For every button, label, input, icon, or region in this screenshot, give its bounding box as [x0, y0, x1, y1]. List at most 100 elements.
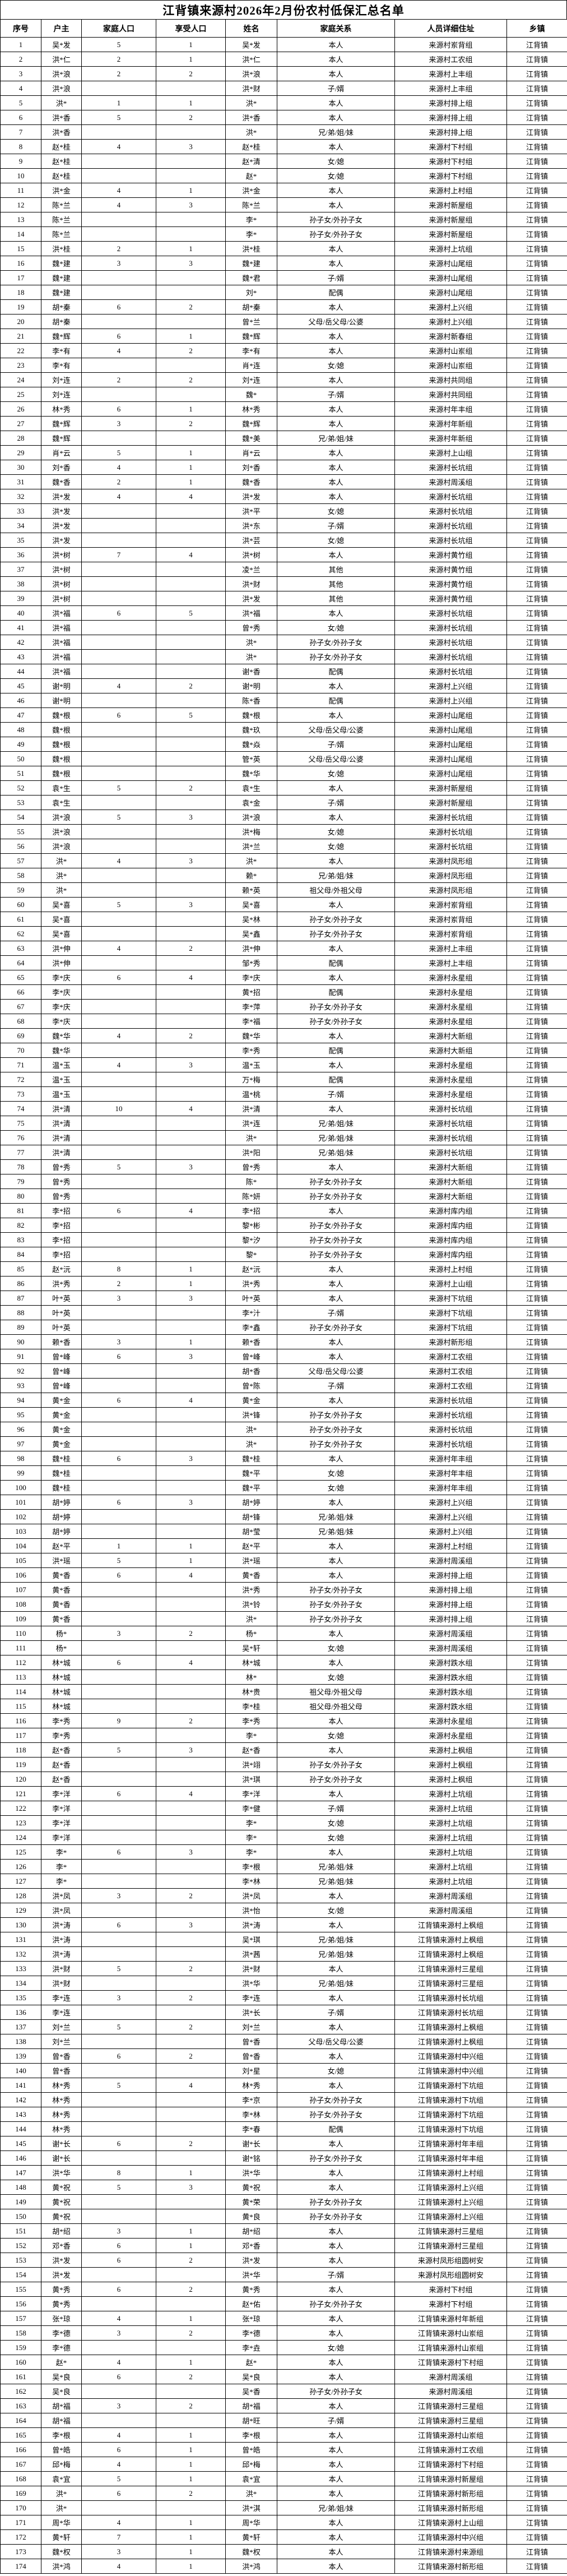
cell-name: 邹*秀 — [225, 955, 277, 970]
cell-index: 111 — [0, 1640, 41, 1655]
cell-enjoy-size — [156, 664, 226, 679]
cell-town: 江背镇 — [506, 1363, 567, 1379]
cell-household-head: 黄*金 — [41, 1407, 82, 1422]
cell-family-size: 1 — [81, 95, 156, 110]
cell-town: 江背镇 — [506, 707, 567, 723]
cell-name: 洪*平 — [225, 503, 277, 519]
cell-town: 江背镇 — [506, 591, 567, 606]
cell-town: 江背镇 — [506, 1422, 567, 1437]
cell-town: 江背镇 — [506, 839, 567, 854]
cell-enjoy-size — [156, 2005, 226, 2020]
cell-name: 洪*金 — [225, 183, 277, 198]
table-row: 125 李* 6 3 李* 本人 来源村上坑组 江背镇 — [0, 1844, 567, 1860]
cell-name: 万*梅 — [225, 1072, 277, 1087]
cell-town: 江背镇 — [506, 256, 567, 271]
cell-relation: 本人 — [277, 2078, 395, 2093]
cell-relation: 兄/弟/姐/妹 — [277, 868, 395, 883]
cell-name: 邓*香 — [225, 2238, 277, 2253]
cell-index: 42 — [0, 635, 41, 650]
cell-index: 47 — [0, 707, 41, 723]
cell-town: 江背镇 — [506, 460, 567, 475]
cell-relation: 女/媳 — [277, 824, 395, 839]
cell-household-head: 洪*福 — [41, 664, 82, 679]
cell-family-size: 6 — [81, 1567, 156, 1583]
cell-relation: 本人 — [277, 445, 395, 460]
table-row: 164 胡*福 胡*旺 子/婿 江背镇来源村三星组 江背镇 — [0, 2413, 567, 2428]
cell-name: 洪*香 — [225, 110, 277, 125]
cell-family-size — [81, 955, 156, 970]
cell-index: 151 — [0, 2223, 41, 2239]
cell-index: 23 — [0, 358, 41, 373]
cell-family-size: 10 — [81, 1101, 156, 1116]
cell-relation: 本人 — [277, 1786, 395, 1801]
cell-family-size — [81, 1480, 156, 1495]
cell-enjoy-size — [156, 1480, 226, 1495]
cell-household-head: 洪* — [41, 2486, 82, 2501]
cell-address: 来源村上兴组 — [394, 1509, 507, 1524]
cell-town: 江背镇 — [506, 1378, 567, 1393]
cell-address: 来源村黄竹组 — [394, 562, 507, 577]
cell-town: 江背镇 — [506, 2413, 567, 2428]
cell-index: 95 — [0, 1407, 41, 1422]
cell-relation: 子/婿 — [277, 2413, 395, 2428]
cell-address: 江背镇来源村工农组 — [394, 2442, 507, 2457]
cell-family-size: 4 — [81, 343, 156, 358]
cell-relation: 祖父母/外祖父母 — [277, 882, 395, 898]
cell-index: 134 — [0, 1976, 41, 1991]
cell-name: 胡*锋 — [225, 1509, 277, 1524]
cell-family-size — [81, 722, 156, 737]
cell-name: 魏*玖 — [225, 722, 277, 737]
cell-household-head: 吴*喜 — [41, 926, 82, 941]
cell-household-head: 叶*英 — [41, 1320, 82, 1335]
cell-household-head: 洪*凤 — [41, 1903, 82, 1918]
table-row: 79 曾*秀 陈* 孙子女/外孙子女 来源村大新组 江背镇 — [0, 1174, 567, 1189]
cell-family-size: 4 — [81, 489, 156, 504]
cell-town: 江背镇 — [506, 2063, 567, 2078]
cell-household-head: 洪*发 — [41, 518, 82, 533]
cell-family-size: 6 — [81, 2369, 156, 2384]
cell-town: 江背镇 — [506, 926, 567, 941]
cell-family-size: 5 — [81, 2019, 156, 2034]
cell-relation: 本人 — [277, 1349, 395, 1364]
cell-relation: 孙子女/外孙子女 — [277, 912, 395, 927]
cell-family-size — [81, 2500, 156, 2515]
cell-index: 167 — [0, 2457, 41, 2472]
cell-family-size — [81, 1509, 156, 1524]
cell-enjoy-size: 1 — [156, 1261, 226, 1277]
table-row: 19 胡*秦 6 2 胡*秦 本人 来源村上兴组 江背镇 — [0, 299, 567, 315]
cell-town: 江背镇 — [506, 1320, 567, 1335]
cell-name: 刘*连 — [225, 372, 277, 387]
cell-enjoy-size — [156, 1669, 226, 1685]
cell-index: 40 — [0, 605, 41, 621]
cell-town: 江背镇 — [506, 154, 567, 169]
cell-family-size: 6 — [81, 1203, 156, 1218]
cell-household-head: 张*琼 — [41, 2311, 82, 2326]
cell-name: 洪* — [225, 635, 277, 650]
cell-household-head: 李*庆 — [41, 984, 82, 1000]
table-row: 56 洪*浪 洪*兰 女/媳 来源村长坑组 江背镇 — [0, 839, 567, 854]
cell-family-size — [81, 1597, 156, 1612]
cell-name: 黄*良 — [225, 2209, 277, 2224]
table-row: 62 吴*喜 吴*鑫 孙子女/外孙子女 来源村岽背组 江背镇 — [0, 926, 567, 941]
cell-town: 江背镇 — [506, 1495, 567, 1510]
cell-relation: 本人 — [277, 2427, 395, 2443]
cell-enjoy-size — [156, 635, 226, 650]
cell-household-head: 魏*辉 — [41, 416, 82, 431]
cell-enjoy-size: 3 — [156, 1742, 226, 1758]
cell-index: 114 — [0, 1684, 41, 1699]
table-row: 123 李*洋 李* 女/媳 来源村上坑组 江背镇 — [0, 1815, 567, 1830]
cell-town: 江背镇 — [506, 2529, 567, 2545]
cell-address: 来源村上兴组 — [394, 678, 507, 693]
cell-family-size — [81, 693, 156, 708]
cell-enjoy-size: 3 — [156, 1917, 226, 1932]
cell-index: 144 — [0, 2121, 41, 2136]
cell-enjoy-size: 2 — [156, 2048, 226, 2064]
table-row: 3 洪*浪 2 2 洪*浪 本人 来源村上丰组 江背镇 — [0, 66, 567, 81]
cell-address: 来源村凤形组 — [394, 882, 507, 898]
cell-household-head: 胡*秦 — [41, 314, 82, 329]
cell-name: 胡*秦 — [225, 299, 277, 315]
table-row: 10 赵*桂 赵* 女/媳 来源村下村组 江背镇 — [0, 168, 567, 183]
cell-enjoy-size: 3 — [156, 897, 226, 912]
cell-index: 69 — [0, 1028, 41, 1043]
cell-enjoy-size — [156, 1640, 226, 1655]
